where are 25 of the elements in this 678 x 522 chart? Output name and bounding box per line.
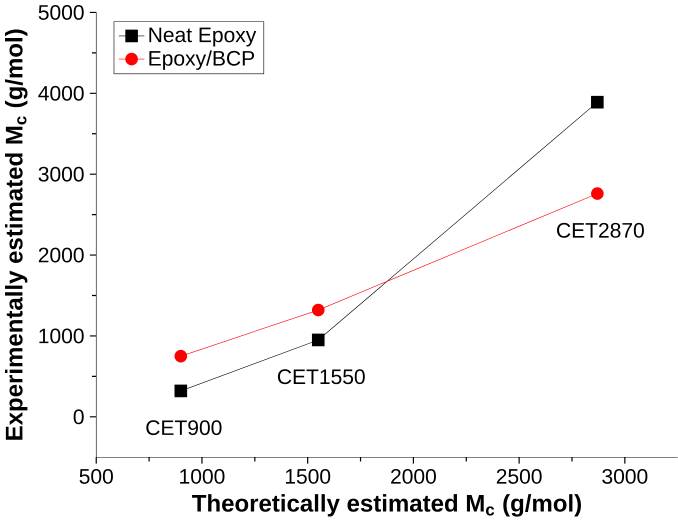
point [591, 187, 604, 200]
y-tick-label: 5000 [38, 5, 84, 20]
point [174, 384, 188, 398]
y-tick-label: 1000 [39, 328, 84, 344]
legend-label: Neat Epoxy [149, 28, 256, 47]
x-tick-label: 1500 [286, 469, 330, 484]
annotation: CET1550 [278, 369, 365, 384]
x-tick-label: 2500 [496, 469, 542, 484]
annotation: CET900 [146, 420, 222, 436]
y-tick-label: 0 [74, 410, 84, 424]
x-tick-label: 1000 [180, 469, 225, 484]
annotation: CET2870 [557, 223, 644, 238]
y-tick-label: 4000 [38, 86, 84, 101]
legend-label: Epoxy/BCP [149, 50, 254, 70]
point [591, 96, 604, 109]
y-axis-title: Experimentally estimated M$_{c}$ (g/mol) [5, 30, 28, 440]
x-tick-label: 3000 [602, 469, 648, 484]
point [312, 304, 325, 317]
y-tick-label: 2000 [38, 248, 84, 263]
point [312, 334, 325, 346]
x-axis-title: Theoretically estimated M$_{c}$ (g/mol) [192, 494, 581, 517]
x-tick-label: 500 [80, 469, 113, 484]
y-tick-label: 3000 [38, 166, 84, 182]
point [174, 350, 188, 363]
x-tick-label: 2000 [391, 469, 436, 484]
